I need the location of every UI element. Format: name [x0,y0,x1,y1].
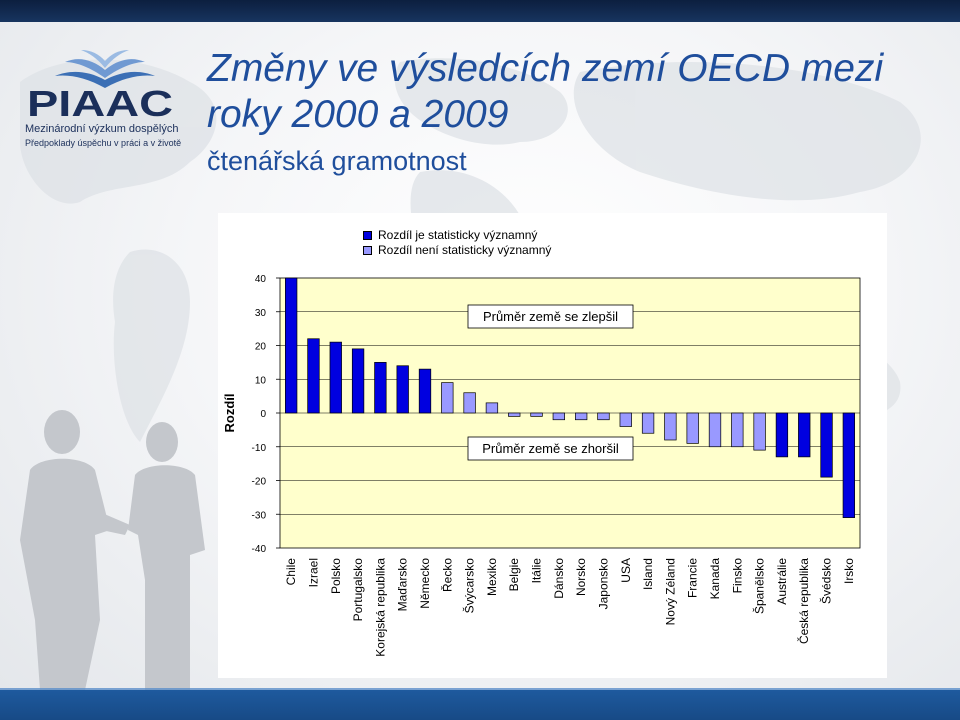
x-tick-label: Česká republika [796,558,811,644]
x-tick-label: Dánsko [552,558,566,599]
bar [530,412,543,417]
book-wings-icon [55,50,155,88]
slide-title: Změny ve výsledcích zemí OECD mezi roky … [207,47,884,136]
bar [351,348,365,414]
annotation-improved: Průměr země se zlepšil [483,309,618,324]
bar [775,412,789,458]
bar [686,412,699,444]
bar [418,368,432,414]
y-axis-label: Rozdíl [222,394,237,433]
x-tick-label: Finsko [730,558,744,594]
y-tick-label: -20 [252,477,267,488]
annotation-box-improved [467,304,634,329]
legend-item-not-significant: Rozdíl není statisticky významný [363,243,551,257]
y-tick-label: 10 [255,375,267,386]
x-tick-label: Korejská republika [373,558,387,657]
x-tick-label: Island [641,558,655,590]
annotation-worsened: Průměr země se zhoršil [482,441,619,456]
x-tick-label: Belgie [507,558,521,592]
x-tick-label: Portugalsko [351,558,365,622]
y-tick-label: -30 [252,510,267,521]
bar [597,412,610,421]
bar [575,412,588,421]
x-tick-label: USA [619,558,633,583]
business-people-silhouette [20,410,205,690]
legend-item-significant: Rozdíl je statisticky významný [363,228,537,242]
y-tick-label: 40 [255,274,267,285]
x-tick-label: Francie [686,558,700,598]
bar [552,412,565,421]
bar-chart: 40 30 20 10 0 -10 -20 -30 -40 Rozdíl Chile Izrael Po… [222,274,861,657]
bar [753,412,766,451]
x-tick-label: Norsko [574,558,588,596]
bar [463,392,476,414]
logo-tagline-1: Mezinárodní výzkum dospělých [25,123,179,135]
x-tick-label: Španělsko [752,558,767,614]
x-tick-label: Německo [418,558,432,609]
x-tick-label: Japonsko [596,558,610,610]
chart-panel: Rozdíl je statisticky významný Rozdíl ne… [218,213,887,678]
piaac-logo: PIAAC [27,50,173,124]
x-tick-label: Austrálie [775,558,789,605]
legend-swatch-significant [363,231,372,240]
bar [285,277,298,414]
bottom-bar [0,690,960,720]
bar [664,412,677,441]
y-tick-label: 20 [255,342,267,353]
legend-label-not-significant: Rozdíl není statisticky významný [378,243,552,257]
bar [820,412,833,478]
x-tick-label: Nový Zéland [663,558,677,625]
legend-label-significant: Rozdíl je statisticky významný [378,228,538,242]
x-tick-label: Maďarsko [396,558,410,612]
bar [307,338,320,414]
annotation-box-worsened [467,436,634,461]
x-tick-label: Švédsko [819,558,834,604]
y-tick-label: 30 [255,308,267,319]
bar [842,412,855,518]
bar [708,412,722,448]
bar [329,341,342,414]
y-tick-label: -40 [252,544,267,555]
bar [619,412,632,427]
bar [396,365,409,414]
x-tick-label: Izrael [306,558,320,587]
logo-tagline-2: Předpoklady úspěchu v práci a v životě [25,138,182,148]
bar [485,402,499,414]
bar [508,412,521,417]
legend-swatch-not-significant [363,246,372,255]
bar [641,412,655,434]
y-tick-label: 0 [260,409,266,420]
bar [798,412,811,458]
x-tick-label: Chile [284,558,298,586]
x-tick-label: Švýcarsko [462,558,477,614]
bar [441,382,454,414]
x-tick-label: Mexiko [485,558,499,596]
bar [374,362,387,414]
x-tick-label: Itálie [530,558,544,584]
y-tick-label: -10 [252,443,267,454]
top-bar [0,0,960,22]
bar [731,412,744,448]
x-tick-label: Řecko [439,558,454,592]
x-tick-label: Kanada [708,558,722,600]
x-tick-label: Irsko [842,558,856,584]
slide-subtitle: čtenářská gramotnost [207,146,467,176]
logo-brand: PIAAC [27,83,173,124]
x-tick-label: Polsko [329,558,343,594]
